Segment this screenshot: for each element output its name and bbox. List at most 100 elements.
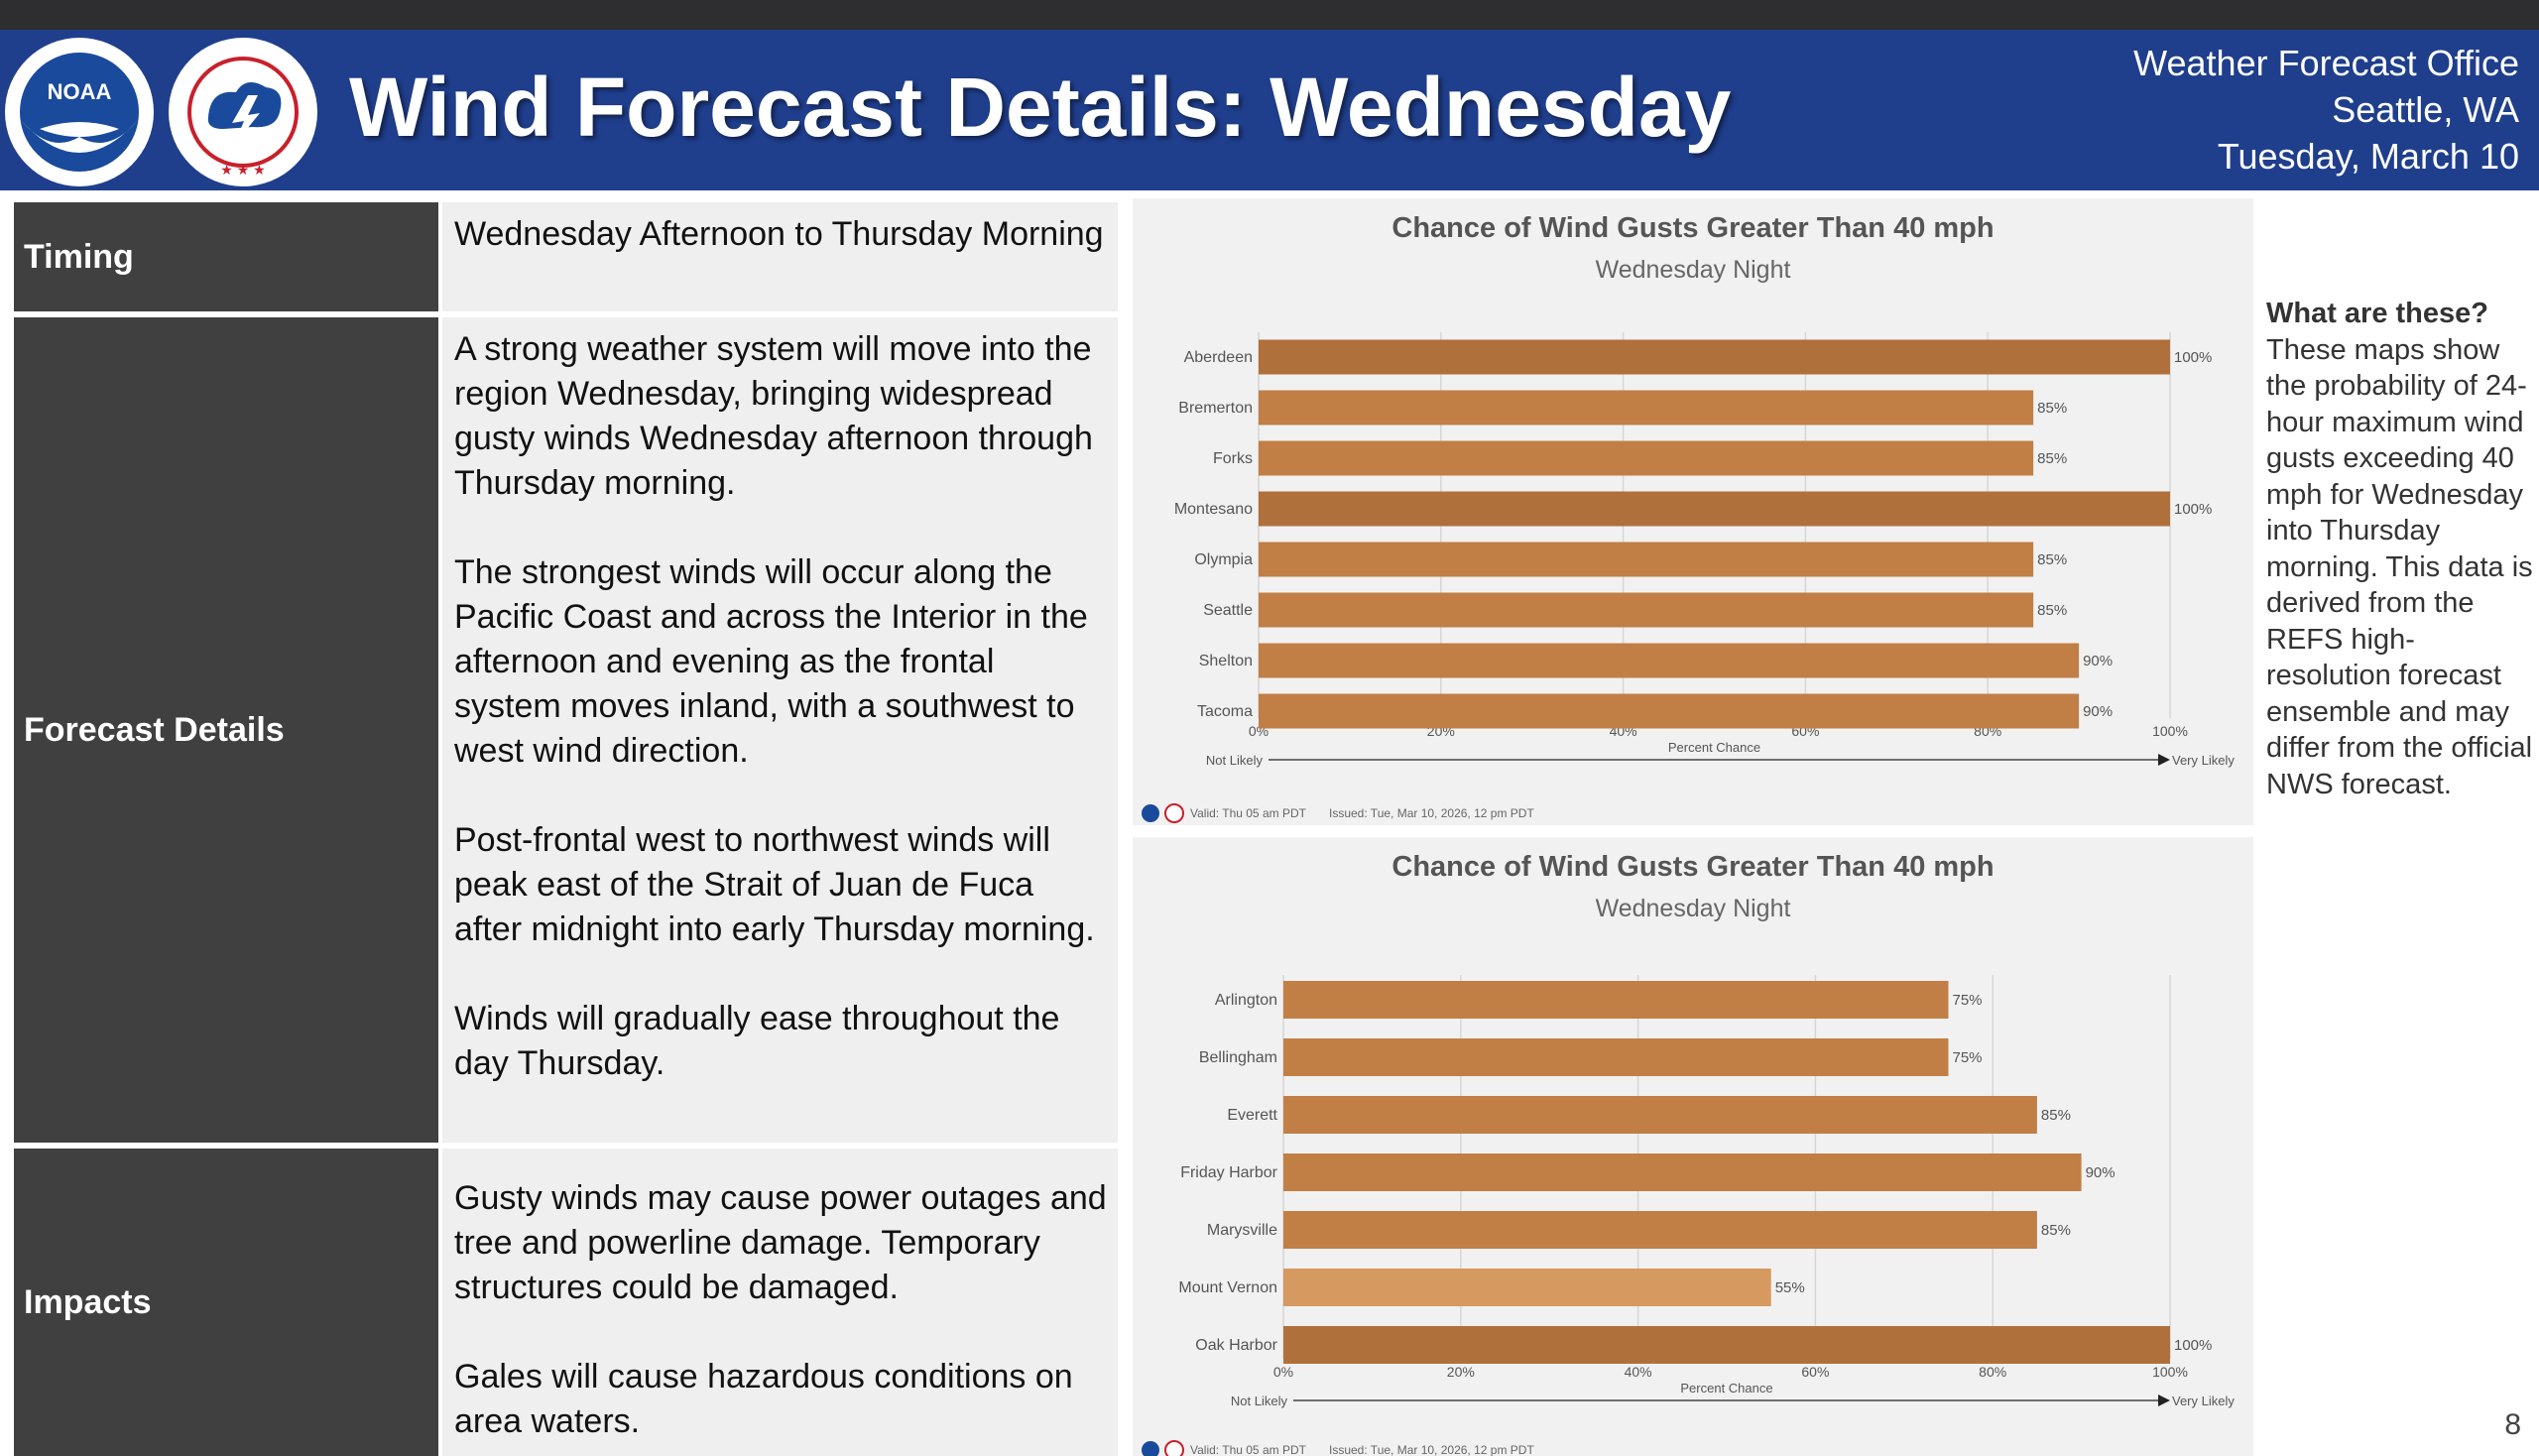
bar	[1259, 491, 2170, 527]
chart-2-plot: 0% 20% 40% 60% 80% 100% Arlington 75% Bellingham…	[1142, 975, 2235, 1456]
category-label: Friday Harbor	[1180, 1164, 1277, 1181]
data-label: 55%	[1775, 1279, 1805, 1296]
data-label: 100%	[2174, 349, 2212, 366]
bar	[1259, 390, 2034, 425]
timing-text: Wednesday Afternoon to Thursday Morning	[454, 215, 1104, 253]
office-name: Weather Forecast Office	[2133, 43, 2519, 83]
data-label: 90%	[2086, 1164, 2116, 1181]
category-label: Oak Harbor	[1195, 1337, 1277, 1354]
category-label: Mount Vernon	[1178, 1279, 1277, 1296]
x-axis-title: Percent Chance	[1668, 740, 1760, 755]
sidebar-question: What are these?	[2266, 298, 2488, 329]
row-text-timing: Wednesday Afternoon to Thursday Morning	[442, 202, 1118, 311]
bar	[1283, 1096, 2037, 1134]
row-text-impacts: Gusty winds may cause power outages and …	[442, 1149, 1118, 1456]
x-tick-label: 100%	[2152, 723, 2188, 739]
forecast-paragraph: A strong weather system will move into t…	[454, 330, 1093, 502]
bar	[1259, 542, 2034, 577]
noaa-logo: NOAA	[5, 38, 154, 186]
bar	[1259, 643, 2080, 678]
x-tick-label: 20%	[1447, 1364, 1475, 1380]
chart-subtitle: Wednesday Night	[1595, 895, 1791, 922]
bar	[1283, 1211, 2037, 1249]
category-label: Aberdeen	[1184, 349, 1253, 366]
data-label: 85%	[2037, 602, 2067, 619]
chart-subtitle: Wednesday Night	[1595, 256, 1791, 284]
category-label: Bremerton	[1178, 400, 1253, 417]
data-label: 75%	[1953, 1049, 1983, 1066]
issued-time: Issued: Tue, Mar 10, 2026, 12 pm PDT	[1329, 1443, 1534, 1456]
bar	[1283, 1326, 2170, 1364]
chart-panel-2: Chance of Wind Gusts Greater Than 40 mph…	[1133, 837, 2253, 1456]
x-axis-title: Percent Chance	[1680, 1381, 1772, 1395]
data-label: 75%	[1953, 992, 1983, 1009]
scale-left-label: Not Likely	[1231, 1394, 1288, 1408]
office-info: Weather Forecast Office Seattle, WA Tues…	[2133, 40, 2519, 180]
bar	[1283, 981, 1949, 1019]
category-label: Arlington	[1215, 992, 1277, 1009]
category-label: Olympia	[1194, 551, 1253, 568]
chart-title: Chance of Wind Gusts Greater Than 40 mph	[1391, 212, 1995, 244]
x-tick-label: 100%	[2152, 1364, 2188, 1380]
window-title-bar	[0, 0, 2539, 30]
data-label: 85%	[2037, 450, 2067, 467]
page-number: 8	[2504, 1408, 2521, 1441]
category-label: Marysville	[1207, 1222, 1277, 1239]
x-tick-label: 40%	[1625, 1364, 1652, 1380]
chart-1-plot: 0% 20% 40% 60% 80% 100%Aberdeen 100%Bremerton 8…	[1142, 332, 2235, 823]
x-tick-label: 0%	[1273, 1364, 1293, 1380]
forecast-paragraph: Winds will gradually ease throughout the…	[454, 1000, 1060, 1082]
impacts-paragraph: Gusty winds may cause power outages and …	[454, 1179, 1107, 1306]
valid-time: Valid: Thu 05 am PDT	[1190, 806, 1307, 820]
sidebar-body: These maps show the probability of 24-ho…	[2266, 333, 2533, 800]
nws-mini-icon	[1164, 1440, 1184, 1456]
row-text-forecast-details: A strong weather system will move into t…	[442, 317, 1118, 1143]
bar	[1259, 693, 2080, 729]
category-label: Seattle	[1203, 602, 1253, 619]
category-label: Shelton	[1199, 653, 1253, 669]
slide-title: Wind Forecast Details: Wednesday	[349, 61, 1732, 154]
bar	[1283, 1269, 1771, 1306]
data-label: 100%	[2174, 501, 2212, 518]
impacts-paragraph: Gales will cause hazardous conditions on…	[454, 1358, 1073, 1440]
data-label: 90%	[2083, 653, 2113, 669]
slide-header	[0, 30, 2539, 190]
data-label: 85%	[2037, 551, 2067, 568]
category-label: Tacoma	[1197, 703, 1253, 720]
explanation-sidebar: What are these? These maps show the prob…	[2266, 296, 2539, 802]
category-label: Everett	[1227, 1107, 1277, 1124]
scale-right-label: Very Likely	[2172, 1394, 2235, 1408]
valid-time: Valid: Thu 05 am PDT	[1190, 1443, 1307, 1456]
bar	[1283, 1153, 2082, 1191]
chart-panel-1: Chance of Wind Gusts Greater Than 40 mph…	[1133, 198, 2253, 825]
scale-right-label: Very Likely	[2172, 753, 2235, 768]
row-label-forecast-details: Forecast Details	[14, 317, 438, 1143]
arrow-head-icon	[2158, 1395, 2170, 1406]
nws-logo: ★ ★ ★	[169, 38, 317, 186]
data-label: 85%	[2037, 400, 2067, 417]
category-label: Forks	[1213, 450, 1253, 467]
row-label-impacts: Impacts	[14, 1149, 438, 1456]
forecast-paragraph: The strongest winds will occur along the…	[454, 553, 1088, 770]
svg-text:★ ★ ★: ★ ★ ★	[220, 162, 265, 178]
noaa-logo-text: NOAA	[48, 79, 112, 104]
category-label: Bellingham	[1199, 1049, 1277, 1066]
arrow-head-icon	[2158, 754, 2170, 766]
chart-title: Chance of Wind Gusts Greater Than 40 mph	[1391, 851, 1995, 883]
scale-left-label: Not Likely	[1206, 753, 1264, 768]
bar	[1283, 1038, 1949, 1076]
data-label: 90%	[2083, 703, 2113, 720]
row-label-timing: Timing	[14, 202, 438, 311]
issue-date: Tuesday, March 10	[2217, 136, 2519, 177]
noaa-mini-icon	[1142, 804, 1159, 822]
bar	[1259, 440, 2034, 476]
bar	[1259, 339, 2170, 375]
nws-mini-icon	[1164, 803, 1184, 823]
data-label: 100%	[2174, 1337, 2212, 1354]
bar	[1259, 592, 2034, 628]
forecast-paragraph: Post-frontal west to northwest winds wil…	[454, 821, 1095, 948]
category-label: Montesano	[1174, 501, 1253, 518]
x-tick-label: 60%	[1801, 1364, 1829, 1380]
office-location: Seattle, WA	[2332, 89, 2519, 130]
issued-time: Issued: Tue, Mar 10, 2026, 12 pm PDT	[1329, 806, 1534, 820]
